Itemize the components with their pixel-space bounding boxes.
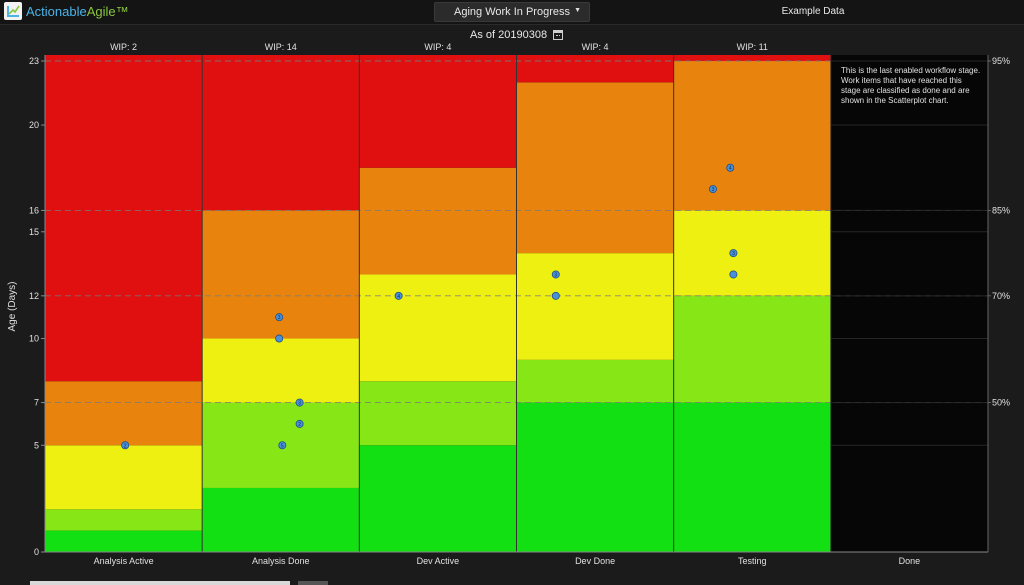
done-stage-note: This is the last enabled workflow stage.… (841, 66, 981, 105)
dot-count-label: 2 (298, 422, 301, 428)
dot-count-label: 3 (712, 187, 715, 193)
dot-count-label: 3 (278, 315, 281, 321)
dot-count-label: 2 (124, 443, 127, 449)
view-select[interactable]: Aging Work In Progress ▼ (434, 2, 590, 22)
percentile-band (673, 295, 831, 403)
percentile-band (516, 253, 674, 360)
scrollbar-segment[interactable] (298, 581, 328, 585)
percentile-band (45, 381, 203, 446)
chevron-down-icon: ▼ (574, 7, 581, 14)
horizontal-scrollbar[interactable] (30, 581, 290, 585)
column-analysis-done (202, 55, 360, 552)
y-tick-label: 23 (29, 56, 39, 66)
y-tick-label: 0 (34, 547, 39, 557)
percentile-band (202, 55, 360, 211)
dot-count-label: 3 (554, 272, 557, 278)
work-item-dot (121, 441, 130, 450)
aging-wip-chart: WIP: 2 Analysis Active WIP: 14 Analysis Don… (7, 42, 1010, 566)
percentile-band (673, 210, 831, 296)
y-tick-label: 7 (34, 398, 39, 408)
y-tick-label: 15 (29, 227, 39, 237)
column-dev-active (359, 55, 517, 552)
y-tick-label: 20 (29, 120, 39, 130)
work-item-dot (278, 441, 287, 450)
percentile-band (516, 55, 674, 83)
work-item-dot (295, 419, 304, 428)
x-tick-label: Testing (738, 556, 767, 566)
dot-count-label: 5 (281, 443, 284, 449)
percentile-band (516, 359, 674, 403)
percentile-label: 50% (992, 398, 1010, 408)
percentile-band (359, 445, 517, 552)
dot-count-label: 3 (298, 401, 301, 407)
percentile-band (516, 82, 674, 254)
work-item-dot (275, 334, 284, 343)
y-axis-label: Age (Days) (7, 281, 18, 331)
work-item-dot (708, 185, 717, 194)
column-testing (673, 55, 831, 552)
x-tick-label: Dev Active (417, 556, 460, 566)
percentile-band (673, 402, 831, 552)
x-tick-label: Analysis Done (252, 556, 310, 566)
wip-count-label: WIP: 14 (265, 42, 297, 52)
logo-icon (4, 2, 22, 20)
percentile-band (673, 55, 831, 61)
percentile-band (359, 381, 517, 446)
as-of-date: As of 20190308 (470, 29, 564, 41)
dataset-label[interactable]: Example Data (781, 6, 845, 17)
x-tick-label: Analysis Active (94, 556, 154, 566)
done-column-background (830, 55, 988, 552)
percentile-band (45, 509, 203, 531)
y-tick-label: 5 (34, 440, 39, 450)
percentile-band (45, 445, 203, 510)
x-tick-label: Dev Done (575, 556, 615, 566)
top-bar: ActionableAgile™ Aging Work In Progress … (0, 0, 1024, 25)
calendar-icon[interactable] (553, 30, 564, 40)
work-item-dot (295, 398, 304, 407)
percentile-band (359, 55, 517, 168)
percentile-label: 85% (992, 205, 1010, 215)
column-done (830, 55, 988, 552)
percentile-band (516, 402, 674, 552)
work-item-dot (394, 291, 403, 300)
dot-count-label: 4 (729, 166, 732, 172)
percentile-band (45, 530, 203, 552)
percentile-band (359, 274, 517, 382)
y-tick-label: 10 (29, 334, 39, 344)
percentile-band (673, 61, 831, 211)
work-item-dot (275, 313, 284, 322)
y-tick-label: 16 (29, 205, 39, 215)
percentile-band (45, 55, 203, 382)
view-select-label: Aging Work In Progress (454, 6, 570, 18)
wip-count-label: WIP: 4 (424, 42, 451, 52)
work-item-dot (726, 163, 735, 172)
percentile-label: 95% (992, 56, 1010, 66)
wip-count-label: WIP: 4 (582, 42, 609, 52)
work-item-dot (551, 270, 560, 279)
wip-count-label: WIP: 2 (110, 42, 137, 52)
percentile-band (359, 167, 517, 275)
column-analysis-active (45, 55, 203, 552)
dot-count-label: 3 (732, 251, 735, 257)
percentile-band (202, 487, 360, 552)
logo-text-part1: Actionable (26, 3, 87, 19)
logo-text-part2: Agile™ (86, 3, 129, 19)
work-item-dot (551, 291, 560, 300)
column-dev-done (516, 55, 674, 552)
y-tick-label: 12 (29, 291, 39, 301)
logo: ActionableAgile™ (4, 2, 129, 20)
x-tick-label: Done (899, 556, 921, 566)
wip-count-label: WIP: 11 (737, 42, 768, 52)
percentile-label: 70% (992, 291, 1010, 301)
percentile-band (202, 338, 360, 403)
dot-count-label: 4 (397, 294, 400, 300)
work-item-dot (729, 270, 738, 279)
work-item-dot (729, 249, 738, 258)
as-of-label: As of 20190308 (470, 29, 548, 41)
logo-text: ActionableAgile™ (26, 4, 129, 19)
